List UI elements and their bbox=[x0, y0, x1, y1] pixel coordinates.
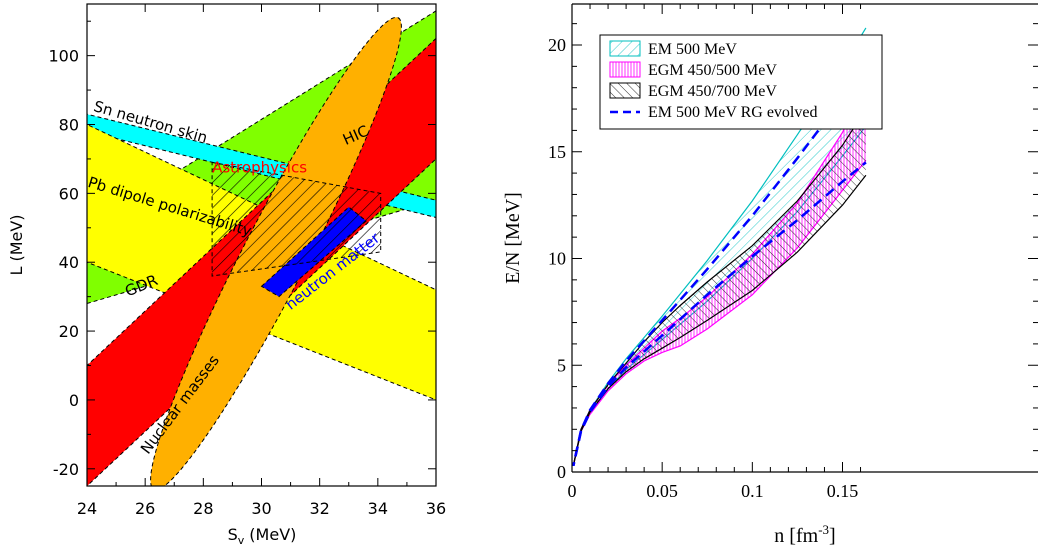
legend-swatch-egm450-500 bbox=[609, 61, 641, 78]
right-y-tick-label: 5 bbox=[557, 355, 566, 375]
right-x-tick-label: 0.1 bbox=[741, 481, 764, 501]
left-x-tick-label: 32 bbox=[309, 499, 329, 518]
legend-label-egm450-500: EGM 450/500 MeV bbox=[648, 62, 777, 79]
legend-label-rg-evolved: EM 500 MeV RG evolved bbox=[648, 104, 817, 121]
legend: EM 500 MeV EGM 450/500 MeV EGM 450/700 M… bbox=[599, 34, 883, 130]
legend-box bbox=[599, 34, 883, 130]
left-y-tick-label: 20 bbox=[59, 322, 79, 341]
right-x-tick-label: 0.15 bbox=[827, 481, 859, 501]
legend-swatch-egm450-700 bbox=[609, 82, 641, 99]
left-x-axis-label: Sv (MeV) bbox=[228, 525, 297, 547]
left-y-tick-label: 0 bbox=[69, 391, 79, 410]
right-x-axis-label-main: n [fm bbox=[774, 525, 818, 547]
left-y-tick-label: 80 bbox=[59, 116, 79, 135]
right-axis-ticks: 0 0.05 0.1 0.15 0 5 10 15 20 bbox=[548, 4, 1038, 501]
legend-label-em500: EM 500 MeV bbox=[648, 41, 737, 58]
left-axis-ticks: 24 26 28 30 32 34 36 -20 0 20 40 60 80 100 bbox=[48, 4, 446, 518]
left-x-axis-label-sub: v bbox=[238, 534, 245, 547]
label-astrophysics: Astrophysics bbox=[212, 159, 307, 177]
left-y-tick-label: 100 bbox=[48, 47, 79, 66]
series-em-500-mev-rg-evolved-1 bbox=[572, 161, 867, 466]
left-x-tick-label: 28 bbox=[193, 499, 213, 518]
right-y-tick-label: 10 bbox=[548, 249, 566, 269]
band-lower-edge-egm-450-700-mev bbox=[572, 174, 867, 466]
left-plot-regions bbox=[87, 10, 436, 486]
left-y-tick-label: -20 bbox=[53, 460, 79, 479]
left-y-axis-label: L (MeV) bbox=[7, 214, 26, 275]
region-astrophysics bbox=[211, 161, 382, 277]
left-x-tick-label: 30 bbox=[251, 499, 271, 518]
right-y-tick-label: 0 bbox=[557, 462, 566, 482]
left-x-axis-label-main: S bbox=[228, 525, 238, 544]
right-x-axis-label-end: ] bbox=[829, 525, 836, 547]
band-egm-450-700-mev bbox=[573, 109, 866, 466]
left-x-tick-label: 26 bbox=[135, 499, 155, 518]
band-em-500-mev bbox=[573, 27, 866, 466]
left-x-tick-label: 34 bbox=[368, 499, 388, 518]
left-x-tick-label: 24 bbox=[77, 499, 97, 518]
right-x-tick-label: 0 bbox=[568, 481, 577, 501]
left-x-axis-label-unit: (MeV) bbox=[249, 525, 296, 544]
right-y-tick-label: 20 bbox=[548, 35, 566, 55]
right-x-axis-label-sup: -3 bbox=[818, 522, 829, 537]
right-plot-bands bbox=[572, 27, 867, 466]
left-y-tick-label: 60 bbox=[59, 184, 79, 203]
left-x-tick-label: 36 bbox=[426, 499, 446, 518]
right-y-tick-label: 15 bbox=[548, 142, 566, 162]
left-y-tick-label: 40 bbox=[59, 253, 79, 272]
right-x-tick-label: 0.05 bbox=[646, 481, 678, 501]
right-x-axis-label: n [fm-3] bbox=[774, 522, 835, 547]
legend-label-egm450-700: EGM 450/700 MeV bbox=[648, 83, 777, 100]
legend-swatch-em500 bbox=[609, 40, 641, 57]
right-y-axis-label: E/N [MeV] bbox=[502, 192, 524, 284]
